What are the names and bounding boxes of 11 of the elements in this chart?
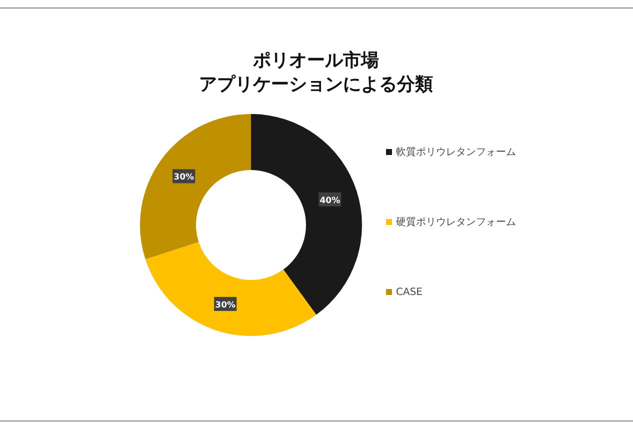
chart-subtitle: アプリケーションによる分類	[199, 74, 433, 95]
data-label: 40%	[320, 196, 341, 206]
legend-label: CASE	[396, 287, 422, 298]
data-label: 30%	[215, 300, 236, 310]
donut-slice	[145, 242, 316, 336]
legend-label: 軟質ポリウレタンフォーム	[396, 146, 516, 158]
donut-slice	[251, 114, 362, 315]
data-label: 30%	[174, 172, 194, 183]
donut-slice	[140, 114, 251, 260]
chart-title: ポリオール市場	[252, 50, 379, 71]
legend-label: 硬質ポリウレタンフォーム	[396, 216, 516, 228]
